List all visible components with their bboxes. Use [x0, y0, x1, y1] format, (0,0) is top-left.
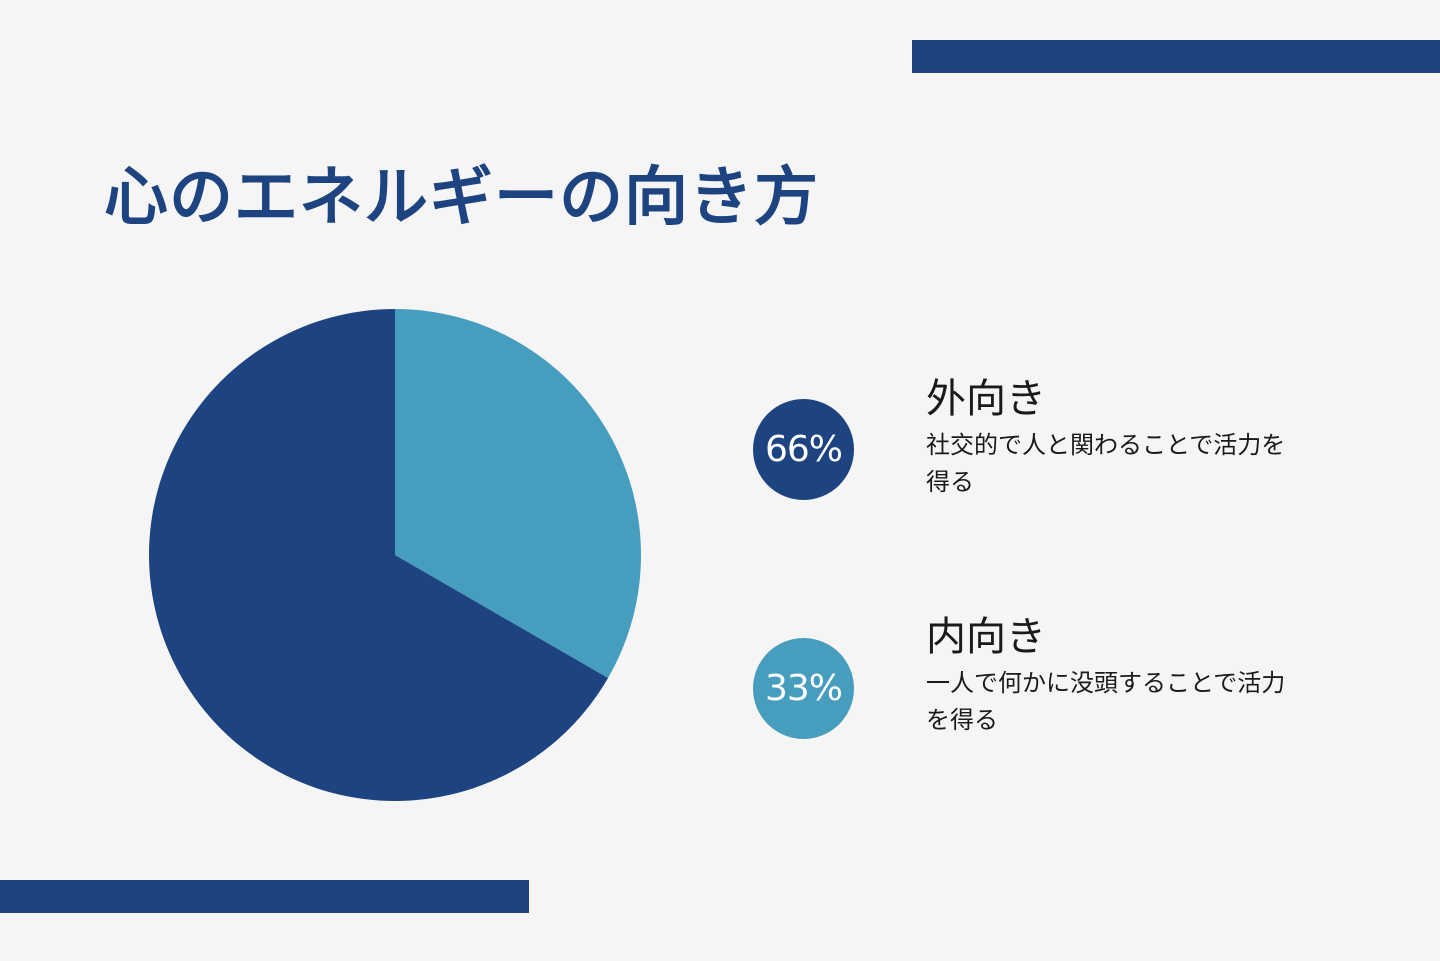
legend-description-introvert: 一人で何かに没頭することで活力を得る	[926, 669, 1286, 734]
legend-title-introvert: 内向き	[926, 614, 1046, 660]
pie-chart	[149, 309, 641, 801]
pie-slice-introvert	[395, 309, 641, 678]
pie-slice-extrovert	[149, 309, 609, 801]
legend-description-extrovert: 社交的で人と関わることで活力を得る	[926, 431, 1286, 496]
decorative-bar-bottom	[0, 880, 529, 913]
page-title: 心のエネルギーの向き方	[104, 161, 819, 235]
percent-badge-introvert: 33%	[753, 638, 854, 739]
legend-title-extrovert: 外向き	[926, 376, 1046, 422]
percent-badge-extrovert: 66%	[753, 399, 854, 500]
decorative-bar-top	[912, 40, 1440, 73]
